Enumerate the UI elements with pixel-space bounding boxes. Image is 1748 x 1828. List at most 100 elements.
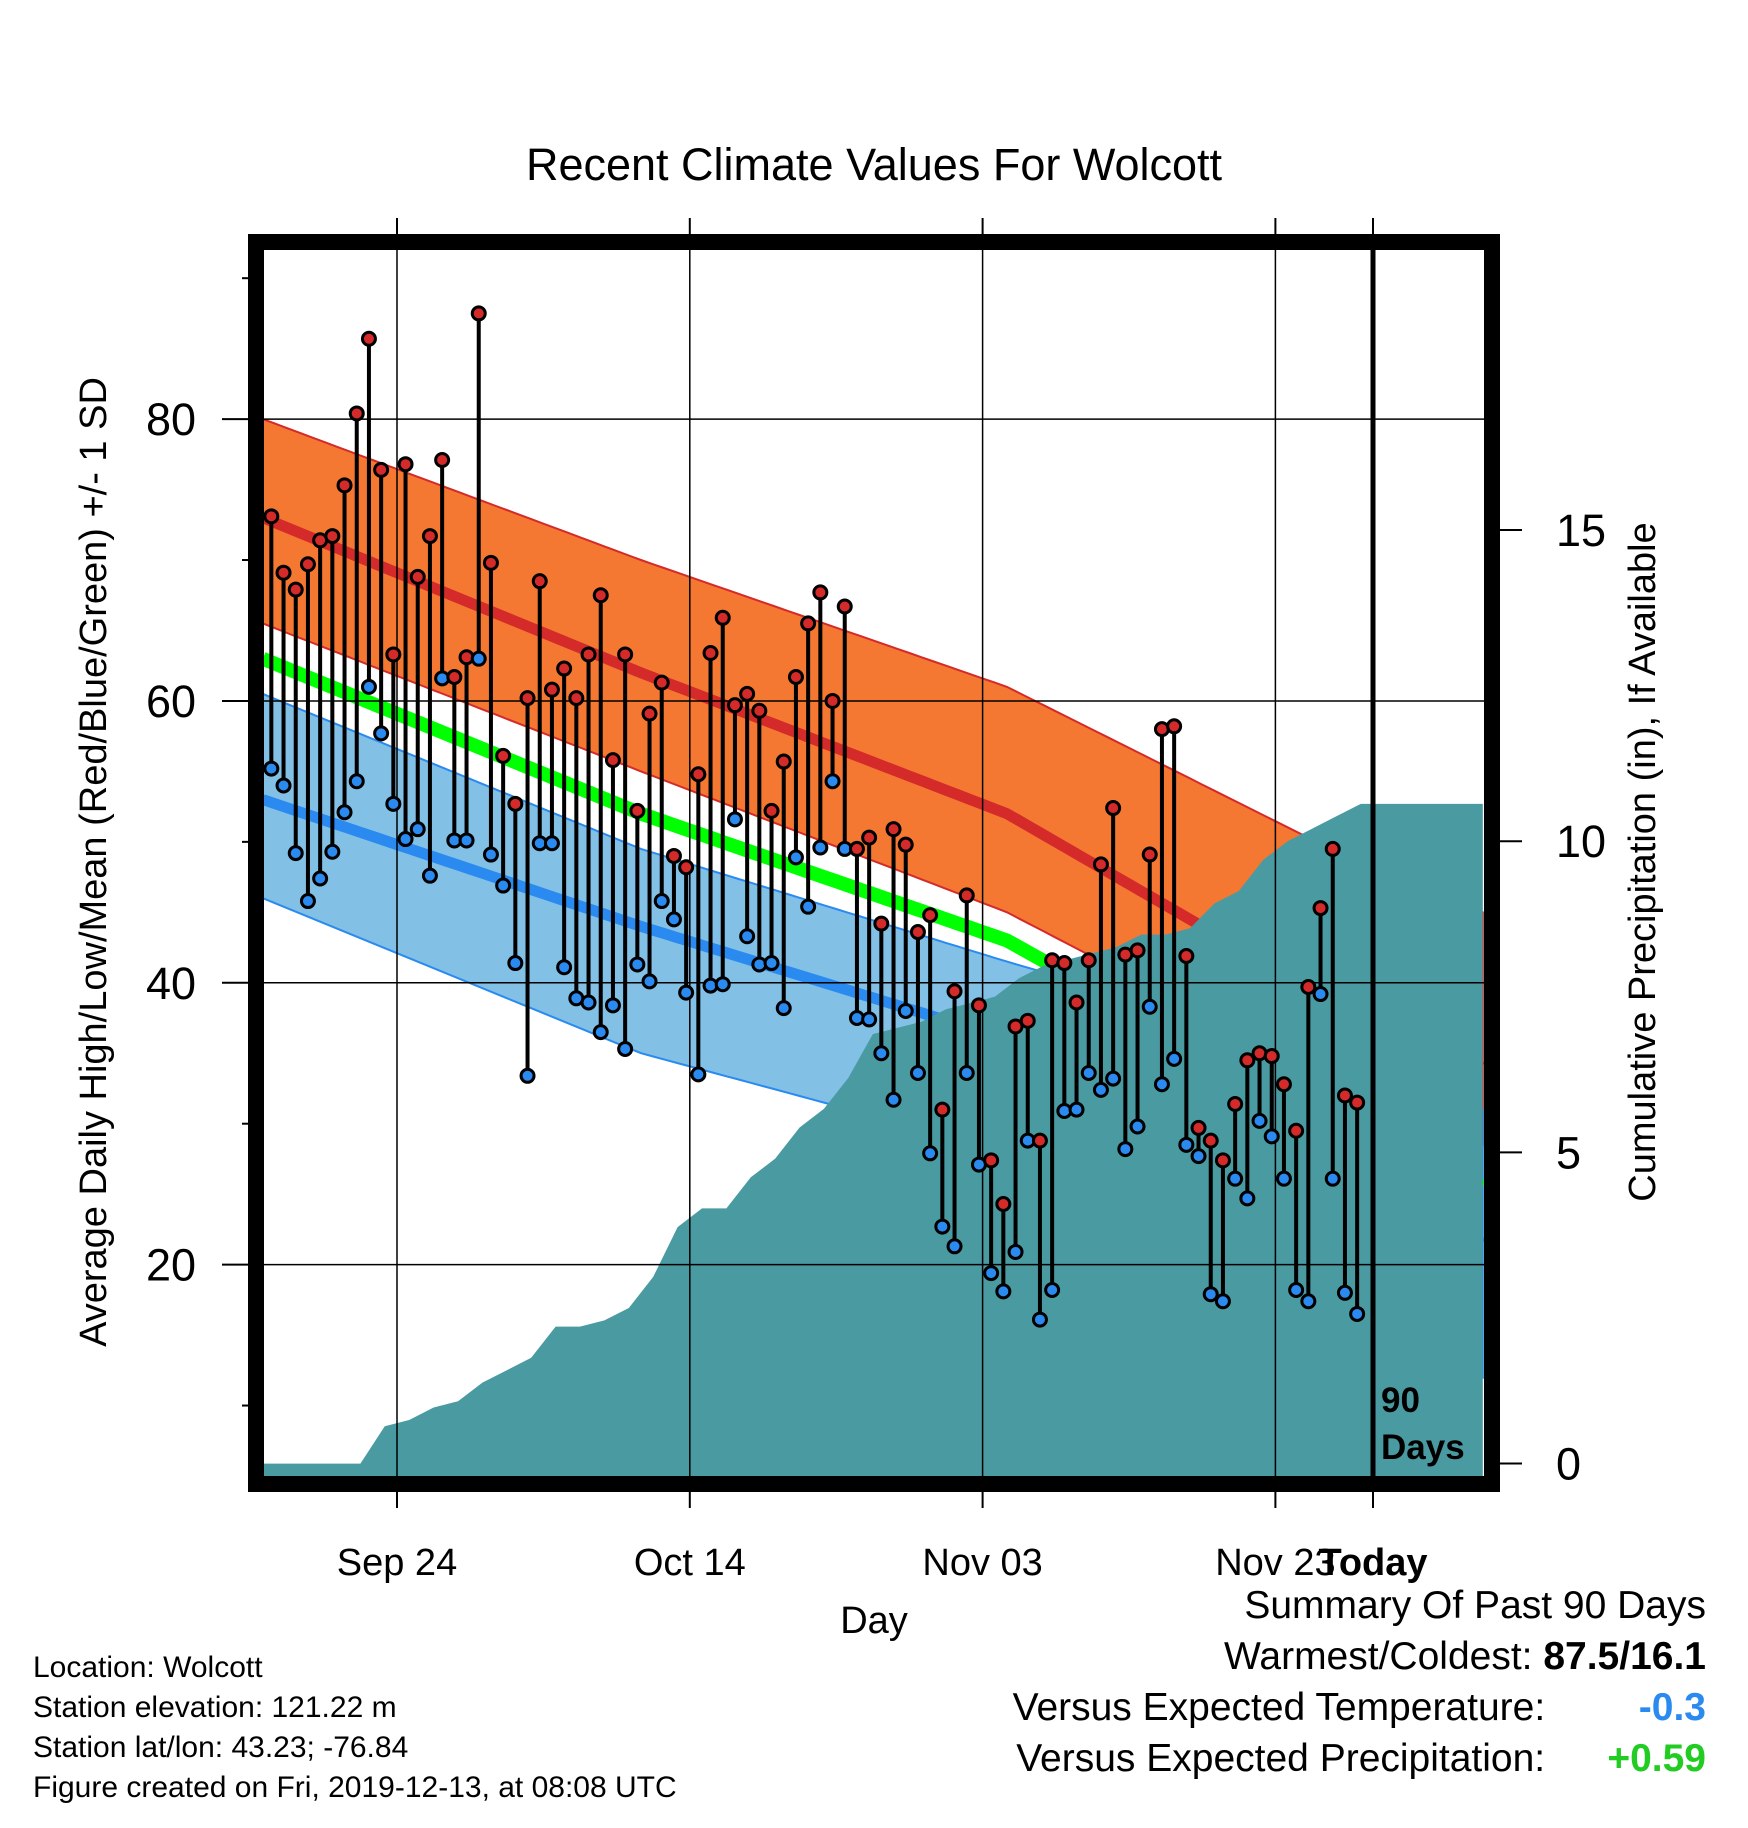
low-point — [714, 976, 731, 993]
high-point — [1202, 1132, 1219, 1149]
high-point — [787, 668, 804, 685]
low-point — [592, 1024, 609, 1041]
low-point — [324, 843, 341, 860]
high-point — [287, 581, 304, 598]
low-point — [1117, 1141, 1134, 1158]
high-point — [360, 330, 377, 347]
high-point — [1092, 856, 1109, 873]
high-point — [421, 528, 438, 545]
chart-title: Recent Climate Values For Wolcott — [526, 139, 1223, 190]
low-point — [1129, 1118, 1146, 1135]
high-point — [446, 668, 463, 685]
high-point — [1300, 979, 1317, 996]
low-point — [897, 1002, 914, 1019]
high-point — [1336, 1087, 1353, 1104]
high-point — [714, 609, 731, 626]
high-point — [1178, 948, 1195, 965]
low-point — [1190, 1148, 1207, 1165]
high-point — [1031, 1132, 1048, 1149]
low-point — [1239, 1190, 1256, 1207]
low-point — [385, 795, 402, 812]
low-point — [336, 804, 353, 821]
high-point — [519, 690, 536, 707]
high-point — [922, 907, 939, 924]
low-point — [275, 777, 292, 794]
low-point — [763, 955, 780, 972]
high-point — [299, 556, 316, 573]
low-point — [653, 893, 670, 910]
high-point — [897, 836, 914, 853]
high-point — [568, 690, 585, 707]
high-point — [1080, 952, 1097, 969]
low-point — [1251, 1112, 1268, 1129]
low-point — [1166, 1050, 1183, 1067]
y-tick-label: 40 — [146, 958, 196, 1009]
high-point — [629, 802, 646, 819]
low-point — [1263, 1128, 1280, 1145]
high-point — [1275, 1076, 1292, 1093]
high-point — [1263, 1048, 1280, 1065]
low-point — [812, 839, 829, 856]
summary-heading: Summary Of Past 90 Days — [1244, 1584, 1706, 1627]
low-point — [397, 831, 414, 848]
x-tick-label: Nov 03 — [922, 1542, 1042, 1584]
high-point — [665, 847, 682, 864]
low-point — [775, 1000, 792, 1017]
high-point — [434, 451, 451, 468]
y2-tick-label: 0 — [1556, 1439, 1581, 1490]
low-point — [1202, 1286, 1219, 1303]
y2-tick-label: 5 — [1556, 1127, 1581, 1178]
low-point — [787, 849, 804, 866]
high-point — [1324, 840, 1341, 857]
high-point — [409, 568, 426, 585]
high-point — [739, 685, 756, 702]
high-point — [604, 752, 621, 769]
low-point — [678, 984, 695, 1001]
high-point — [726, 697, 743, 714]
low-point — [1288, 1281, 1305, 1298]
low-point — [922, 1145, 939, 1162]
x-tick-label: Today — [1318, 1542, 1427, 1584]
high-point — [1019, 1012, 1036, 1029]
low-point — [665, 911, 682, 928]
high-point — [385, 646, 402, 663]
low-point — [421, 867, 438, 884]
high-point — [970, 997, 987, 1014]
high-point — [1227, 1095, 1244, 1112]
low-point — [1105, 1070, 1122, 1087]
high-point — [397, 456, 414, 473]
low-point — [1324, 1170, 1341, 1187]
low-point — [543, 835, 560, 852]
low-point — [482, 846, 499, 863]
low-point — [507, 955, 524, 972]
summary-panel: Summary Of Past 90 Days Warmest/Coldest:… — [1013, 1580, 1706, 1784]
low-point — [617, 1041, 634, 1058]
high-point — [812, 584, 829, 601]
low-point — [1178, 1136, 1195, 1153]
station-info: Location: Wolcott Station elevation: 121… — [33, 1648, 677, 1808]
today-marker-label-2: Days — [1381, 1428, 1465, 1467]
low-point — [1007, 1243, 1024, 1260]
low-point — [1300, 1293, 1317, 1310]
high-point — [653, 674, 670, 691]
high-point — [556, 660, 573, 677]
low-point — [983, 1265, 1000, 1282]
created-text: Figure created on Fri, 2019-12-13, at 08… — [33, 1771, 677, 1804]
high-point — [507, 795, 524, 812]
high-point — [836, 598, 853, 615]
high-point — [763, 802, 780, 819]
high-point — [580, 646, 597, 663]
high-point — [592, 587, 609, 604]
high-point — [263, 508, 280, 525]
low-point — [861, 1011, 878, 1028]
high-point — [543, 681, 560, 698]
high-point — [824, 692, 841, 709]
high-point — [1141, 846, 1158, 863]
high-point — [275, 564, 292, 581]
low-point — [995, 1283, 1012, 1300]
high-point — [775, 753, 792, 770]
low-point — [409, 821, 426, 838]
x-tick-label: Nov 23 — [1215, 1542, 1335, 1584]
low-point — [287, 845, 304, 862]
